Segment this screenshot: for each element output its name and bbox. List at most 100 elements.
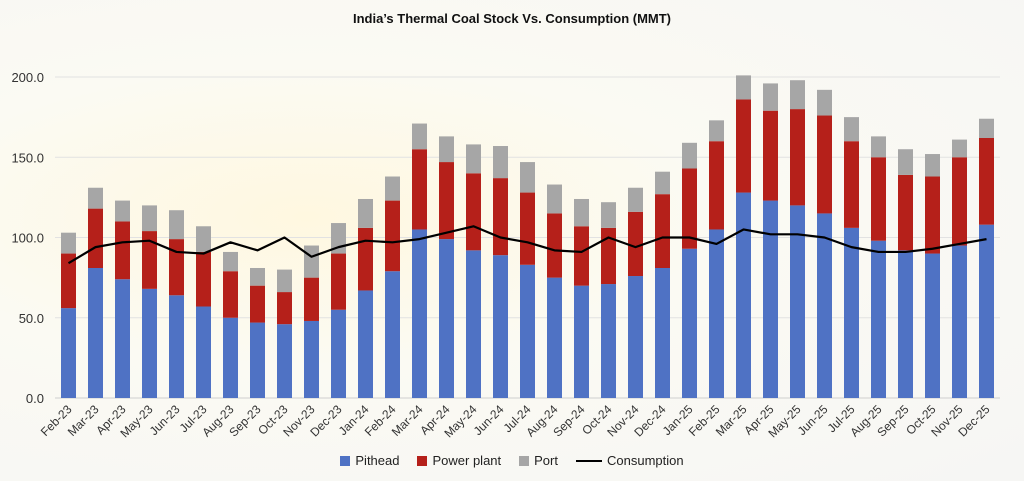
bar-power-plant <box>493 178 508 256</box>
bar-port <box>709 120 724 142</box>
bar-pithead <box>304 320 319 398</box>
bar-power-plant <box>628 211 643 277</box>
x-tick-label: Jun-24 <box>471 402 507 438</box>
bar-port <box>844 117 859 142</box>
bar-pithead <box>898 250 913 398</box>
bar-power-plant <box>790 109 805 206</box>
line-consumption <box>67 225 987 265</box>
bar-port <box>979 118 994 138</box>
bar-port <box>682 142 697 169</box>
bar-power-plant <box>871 157 886 241</box>
bar-port <box>925 154 940 177</box>
y-tick-label: 0.0 <box>26 391 44 406</box>
bar-pithead <box>763 200 778 398</box>
bar-power-plant <box>763 110 778 201</box>
bar-port <box>115 200 130 222</box>
bar-port <box>412 123 427 150</box>
bar-port <box>655 171 670 195</box>
y-tick-label: 200.0 <box>11 70 44 85</box>
bar-port <box>196 226 211 252</box>
bar-pithead <box>169 295 184 398</box>
bar-port <box>871 136 886 158</box>
bar-port <box>439 136 454 163</box>
bar-power-plant <box>169 239 184 296</box>
bar-pithead <box>466 250 481 398</box>
bar-port <box>952 139 967 158</box>
bar-power-plant <box>61 253 76 309</box>
bar-port <box>628 187 643 212</box>
bar-port <box>736 75 751 100</box>
bar-power-plant <box>844 141 859 228</box>
bar-pithead <box>196 306 211 398</box>
bar-port <box>277 269 292 293</box>
bar-pithead <box>223 317 238 398</box>
x-tick-label: Jun-23 <box>147 402 183 438</box>
bar-power-plant <box>142 231 157 289</box>
bar-power-plant <box>898 174 913 251</box>
bar-port <box>763 83 778 111</box>
bar-power-plant <box>817 115 832 214</box>
bar-power-plant <box>655 194 670 268</box>
bar-pithead <box>601 284 616 398</box>
bar-pithead <box>277 324 292 398</box>
bar-power-plant <box>736 99 751 193</box>
bar-power-plant <box>925 176 940 254</box>
bar-power-plant <box>304 277 319 321</box>
bar-pithead <box>61 308 76 398</box>
bar-pithead <box>439 239 454 398</box>
bar-pithead <box>817 213 832 398</box>
bar-power-plant <box>520 192 535 265</box>
bar-port <box>61 232 76 254</box>
chart-title: India’s Thermal Coal Stock Vs. Consumpti… <box>352 11 672 26</box>
bar-port <box>304 245 319 278</box>
bar-power-plant <box>385 200 400 272</box>
bar-pithead <box>628 276 643 398</box>
bar-power-plant <box>412 149 427 230</box>
bar-power-plant <box>682 168 697 249</box>
bar-port <box>790 80 805 110</box>
x-tick-label: Mar-24 <box>389 402 426 439</box>
legend-swatch <box>340 455 351 466</box>
bar-port <box>466 144 481 174</box>
bar-power-plant <box>358 227 373 291</box>
legend-swatch <box>417 455 428 466</box>
bar-pithead <box>493 255 508 398</box>
y-tick-label: 150.0 <box>11 150 44 165</box>
bar-power-plant <box>547 213 562 278</box>
bar-power-plant <box>979 137 994 225</box>
bar-power-plant <box>250 285 265 323</box>
bar-port <box>358 198 373 228</box>
legend-item: Port <box>519 453 558 468</box>
bar-port <box>223 251 238 272</box>
bar-port <box>385 176 400 201</box>
bar-power-plant <box>601 227 616 285</box>
legend-item: Pithead <box>340 453 399 468</box>
bar-pithead <box>358 290 373 398</box>
bar-pithead <box>736 192 751 398</box>
bar-pithead <box>547 277 562 398</box>
bar-port <box>547 184 562 214</box>
bar-power-plant <box>277 292 292 325</box>
y-tick-label: 100.0 <box>11 231 44 246</box>
legend-item: Consumption <box>575 453 684 468</box>
legend-item: Power plant <box>417 453 501 468</box>
bar-pithead <box>790 205 805 398</box>
bar-pithead <box>115 279 130 398</box>
bar-pithead <box>952 245 967 398</box>
legend-label: Power plant <box>432 453 502 468</box>
bar-port <box>574 198 589 227</box>
bar-port <box>817 89 832 116</box>
bar-pithead <box>925 253 940 398</box>
legend-swatch <box>519 455 530 466</box>
bar-pithead <box>250 322 265 398</box>
x-tick-label: Jun-25 <box>795 402 831 438</box>
bar-pithead <box>574 285 589 398</box>
x-tick-label: Mar-23 <box>65 402 102 439</box>
bar-port <box>601 202 616 228</box>
bar-pithead <box>331 309 346 398</box>
bar-port <box>493 146 508 179</box>
bar-pithead <box>520 264 535 398</box>
bar-pithead <box>142 288 157 398</box>
